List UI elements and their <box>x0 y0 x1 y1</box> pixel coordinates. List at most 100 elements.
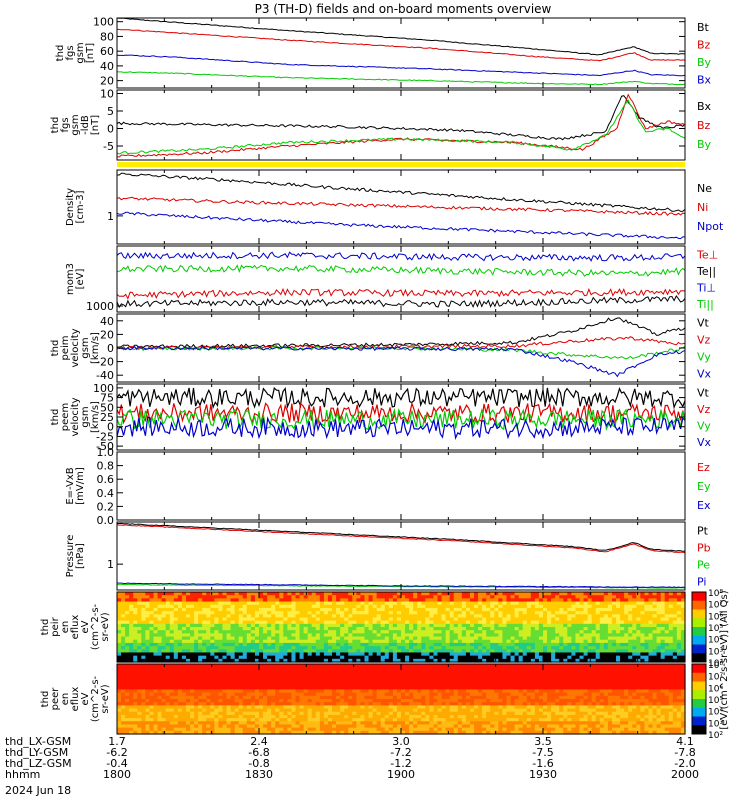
spectrogram-cell <box>267 611 272 615</box>
y-tick-label: 0.6 <box>97 473 115 486</box>
spectrogram-cell <box>181 652 187 657</box>
spectrogram-cell <box>323 683 329 687</box>
spectrogram-cell <box>356 646 362 650</box>
spectrogram-cell <box>344 686 349 691</box>
spectrogram-cell <box>340 676 345 681</box>
spectrogram-cell <box>506 658 512 663</box>
spectrogram-cell <box>303 633 309 638</box>
spectrogram-cell <box>279 623 284 628</box>
spectrogram-cell <box>279 705 284 710</box>
spectrogram-cell <box>506 649 512 654</box>
spectrogram-cell <box>620 649 625 654</box>
spectrogram-cell <box>457 627 463 631</box>
spectrogram-cell <box>356 702 362 706</box>
spectrogram-cell <box>409 633 414 638</box>
spectrogram-cell <box>571 636 577 641</box>
spectrogram-cell <box>332 683 337 687</box>
spectrogram-cell <box>283 633 288 638</box>
spectrogram-cell <box>267 714 272 719</box>
spectrogram-cell <box>611 642 617 647</box>
spectrogram-cell <box>368 623 374 628</box>
spectrogram-cell <box>218 692 224 697</box>
spectrogram-cell <box>660 646 666 650</box>
spectrogram-cell <box>234 633 240 638</box>
spectrogram-cell <box>534 620 540 625</box>
legend-label: Pb <box>697 542 711 555</box>
spectrogram-cell <box>514 595 520 599</box>
spectrogram-cell <box>559 636 564 641</box>
spectrogram-cell <box>121 611 126 615</box>
spectrogram-cell <box>388 633 394 638</box>
spectrogram-cell <box>620 623 625 628</box>
spectrogram-cell <box>222 676 228 681</box>
spectrogram-cell <box>291 679 297 684</box>
spectrogram-cell <box>271 649 276 654</box>
spectrogram-cell <box>368 607 374 612</box>
spectrogram-cell <box>433 623 439 628</box>
spectrogram-cell <box>121 592 126 596</box>
spectrogram-cell <box>153 721 159 726</box>
spectrogram-cell <box>474 658 479 663</box>
spectrogram-cell <box>583 614 589 619</box>
plot-title: P3 (TH-D) fields and on-board moments ov… <box>255 2 552 16</box>
spectrogram-cell <box>356 614 362 619</box>
spectrogram-cell <box>181 604 187 609</box>
spectrogram-cell <box>169 695 175 700</box>
spectrogram-cell <box>587 652 593 657</box>
spectrogram-cell <box>230 711 236 716</box>
spectrogram-cell <box>360 601 366 606</box>
spectrogram-cell <box>567 617 572 622</box>
spectrogram-cell <box>461 630 467 634</box>
spectrogram-cell <box>401 633 406 638</box>
spectrogram-cell <box>202 718 207 722</box>
spectrogram-cell <box>327 676 333 681</box>
spectrogram-cell <box>125 617 130 622</box>
spectrogram-cell <box>141 664 146 668</box>
spectrogram-cell <box>571 620 577 625</box>
spectrogram-cell <box>660 604 666 609</box>
spectrogram-cell <box>177 658 183 663</box>
spectrogram-cell <box>234 623 240 628</box>
spectrogram-cell <box>344 623 349 628</box>
spectrogram-cell <box>575 617 581 622</box>
spectrogram-cell <box>644 630 650 634</box>
spectrogram-cell <box>611 604 617 609</box>
spectrogram-cell <box>648 595 654 599</box>
spectrogram-cell <box>372 679 378 684</box>
spectrogram-cell <box>161 724 167 729</box>
spectrogram-cell <box>603 639 609 644</box>
spectrogram-cell <box>648 620 654 625</box>
spectrogram-cell <box>668 652 674 657</box>
legend-label: Ex <box>697 499 711 512</box>
spectrogram-cell <box>323 699 329 703</box>
spectrogram-cell <box>668 623 674 628</box>
spectrogram-cell <box>177 649 183 654</box>
legend-label: Vz <box>697 403 711 416</box>
spectrogram-cell <box>344 636 349 641</box>
spectrogram-cell <box>364 692 370 697</box>
spectrogram-cell <box>190 686 195 691</box>
spectrogram-cell <box>388 670 394 675</box>
spectrogram-cell <box>453 655 459 660</box>
spectrogram-cell <box>380 708 386 713</box>
spectrogram-cell <box>291 695 297 700</box>
spectrogram-cell <box>445 617 451 622</box>
spectrogram-cell <box>246 683 252 687</box>
spectrogram-cell <box>336 711 341 716</box>
spectrogram-cell <box>376 711 382 716</box>
spectrogram-cell <box>417 620 422 625</box>
spectrogram-cell <box>376 721 382 726</box>
spectrogram-cell <box>474 649 479 654</box>
spectrogram-cell <box>616 623 621 628</box>
spectrogram-cell <box>291 595 297 599</box>
spectrogram-cell <box>486 592 491 596</box>
spectrogram-cell <box>372 604 378 609</box>
spectrogram-cell <box>303 598 309 603</box>
spectrogram-cell <box>291 598 297 603</box>
spectrogram-cell <box>214 683 220 687</box>
spectrogram-cell <box>125 711 130 716</box>
spectrogram-cell <box>409 627 414 631</box>
spectrogram-cell <box>384 595 390 599</box>
spectrogram-cell <box>137 708 142 713</box>
spectrogram-cell <box>206 595 211 599</box>
